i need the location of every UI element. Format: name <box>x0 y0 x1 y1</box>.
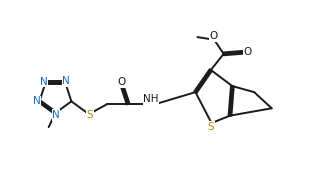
Text: N: N <box>40 77 48 87</box>
Text: S: S <box>208 122 214 132</box>
Text: S: S <box>87 110 93 120</box>
Text: N: N <box>33 96 41 106</box>
Text: O: O <box>118 77 126 87</box>
Text: NH: NH <box>143 94 159 104</box>
Text: O: O <box>210 31 218 41</box>
Text: O: O <box>244 47 252 57</box>
Text: N: N <box>52 110 60 120</box>
Text: N: N <box>62 76 70 86</box>
